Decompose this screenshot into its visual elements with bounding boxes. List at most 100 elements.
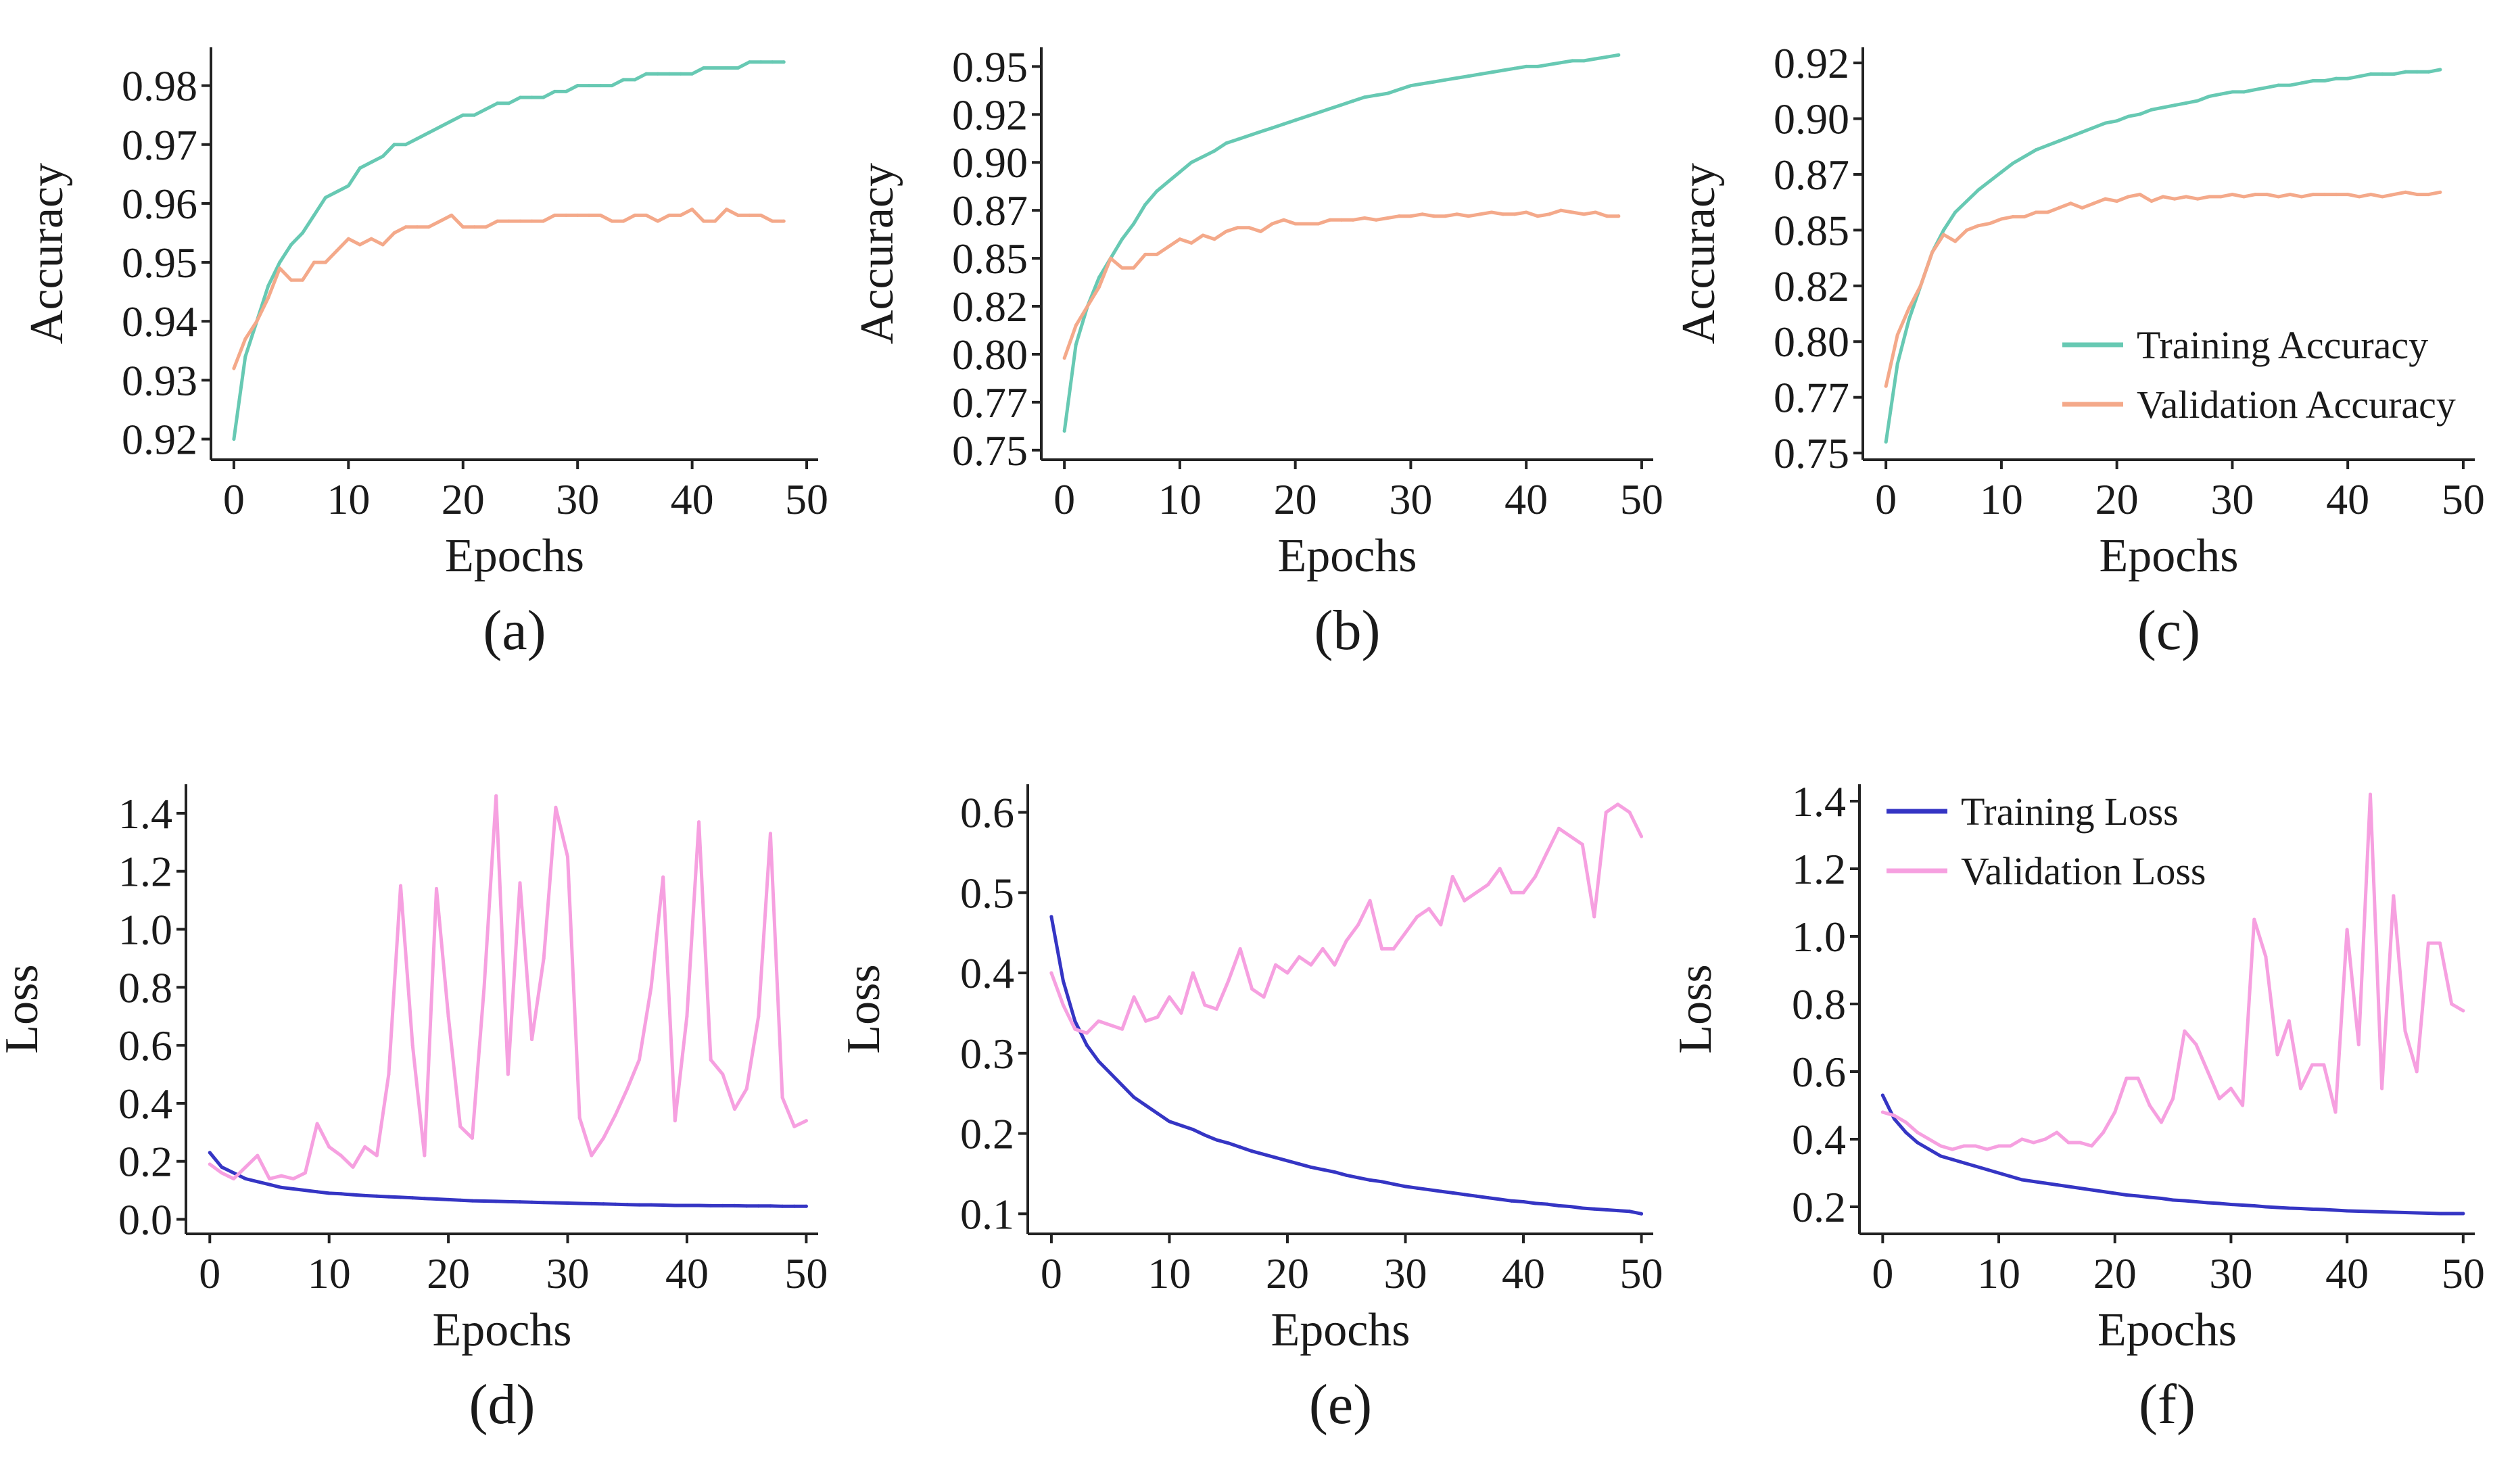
data-point <box>438 125 442 129</box>
data-point <box>1166 245 1170 249</box>
data-point <box>1297 955 1301 959</box>
data-point <box>327 1145 331 1149</box>
y-tick-label: 0.75 <box>1774 429 1849 477</box>
data-point <box>1062 429 1066 433</box>
data-point <box>1321 947 1325 951</box>
data-point <box>2020 1137 2024 1141</box>
data-point <box>2217 1097 2221 1101</box>
y-tick-label: 0.2 <box>118 1138 172 1186</box>
data-point <box>1953 210 1958 214</box>
data-point <box>1250 1149 1254 1153</box>
x-tick-label: 50 <box>784 1249 828 1297</box>
panel-label: (c) <box>2137 599 2200 662</box>
y-tick-label: 0.93 <box>122 356 197 404</box>
data-point <box>2089 1188 2093 1192</box>
data-point <box>1258 229 1262 233</box>
data-point <box>450 213 454 217</box>
data-point <box>2310 1207 2315 1211</box>
data-point <box>1997 1144 2001 1148</box>
data-point <box>1907 306 1911 310</box>
y-tick-label: 1.0 <box>118 906 172 954</box>
data-point <box>1339 218 1344 222</box>
data-point <box>1533 875 1537 879</box>
data-point <box>1427 907 1431 911</box>
data-point <box>541 95 545 99</box>
data-point <box>575 84 579 88</box>
data-point <box>2161 105 2165 110</box>
data-point <box>2206 1201 2210 1205</box>
data-point <box>529 219 533 223</box>
data-point <box>2357 74 2361 78</box>
data-point <box>2125 1193 2129 1197</box>
data-point <box>1274 1155 1278 1159</box>
data-point <box>2034 148 2038 152</box>
data-point <box>1524 210 1528 214</box>
data-point <box>541 219 545 223</box>
series-validation-loss <box>1049 803 1644 1035</box>
data-point <box>552 213 556 217</box>
x-tick-label: 20 <box>2093 1249 2137 1297</box>
data-point <box>770 219 774 223</box>
data-point <box>1214 1138 1218 1142</box>
data-point <box>1617 53 1621 57</box>
data-point <box>1439 923 1443 927</box>
data-point <box>1392 947 1396 951</box>
data-point <box>2078 1141 2082 1145</box>
data-point <box>1224 229 1228 233</box>
data-point <box>2043 1181 2047 1185</box>
data-point <box>2380 1086 2384 1091</box>
data-point <box>633 213 637 217</box>
x-tick-label: 40 <box>2326 475 2369 523</box>
legend-label: Training Accuracy <box>2137 323 2428 367</box>
y-tick-label: 0.5 <box>960 869 1014 917</box>
data-point <box>1467 214 1471 218</box>
y-axis-title: Loss <box>1669 964 1722 1053</box>
data-point <box>2356 1043 2361 1047</box>
data-point <box>1467 74 1471 78</box>
data-point <box>303 1189 307 1193</box>
data-point <box>1155 252 1159 256</box>
data-point <box>768 1204 772 1208</box>
data-point <box>2136 1076 2140 1080</box>
data-point <box>446 1014 450 1018</box>
data-point <box>358 166 362 170</box>
data-point <box>2066 1184 2070 1189</box>
y-tick-label: 0.82 <box>952 283 1028 331</box>
data-point <box>1592 915 1596 919</box>
data-point <box>1403 1184 1407 1189</box>
data-point <box>1085 304 1089 308</box>
data-point <box>2264 1205 2268 1209</box>
data-point <box>2322 1207 2326 1212</box>
data-point <box>473 113 477 117</box>
data-point <box>2242 90 2246 94</box>
y-tick-label: 0.94 <box>122 297 197 345</box>
data-point <box>2008 1144 2012 1148</box>
data-point <box>2078 1187 2082 1190</box>
data-point <box>363 1145 367 1149</box>
data-point <box>255 319 259 323</box>
data-point <box>2450 1212 2454 1216</box>
data-point <box>1580 842 1584 846</box>
data-point <box>2034 210 2038 214</box>
data-point <box>2020 1178 2024 1182</box>
data-point <box>1297 1162 1301 1166</box>
data-point <box>1927 1137 1931 1141</box>
data-point <box>1582 212 1586 216</box>
data-point <box>2346 193 2350 197</box>
y-tick-label: 0.92 <box>122 416 197 464</box>
data-point <box>1604 1207 1608 1212</box>
data-point <box>2229 1086 2233 1091</box>
x-axis-title: Epochs <box>1277 530 1417 582</box>
data-point <box>2194 1200 2198 1203</box>
data-point <box>1380 1180 1384 1184</box>
data-point <box>1427 1188 1431 1192</box>
data-point <box>530 1038 534 1042</box>
data-point <box>1455 212 1459 216</box>
data-point <box>2043 1137 2047 1141</box>
data-point <box>1893 1117 1897 1121</box>
data-point <box>232 1171 236 1175</box>
x-tick-label: 0 <box>1875 475 1897 523</box>
y-tick-label: 0.75 <box>952 427 1028 475</box>
legend-label: Training Loss <box>1961 790 2179 834</box>
y-tick-label: 0.82 <box>1774 262 1849 310</box>
